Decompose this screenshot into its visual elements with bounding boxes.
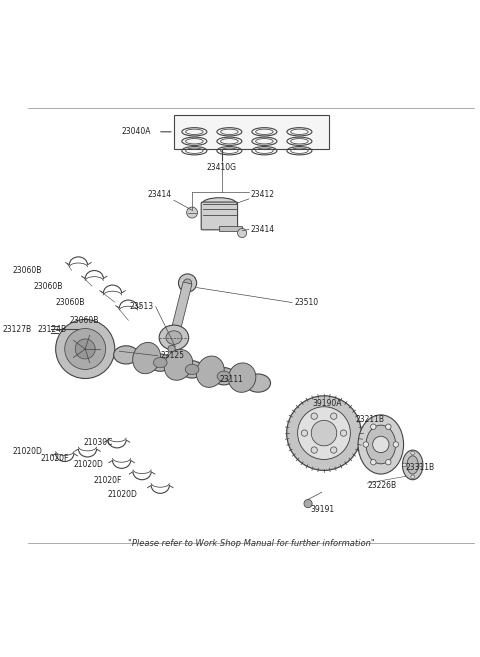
Text: 23124B: 23124B	[38, 325, 67, 334]
Circle shape	[168, 346, 175, 353]
Circle shape	[385, 424, 391, 430]
Circle shape	[56, 319, 115, 378]
Ellipse shape	[149, 354, 172, 371]
Circle shape	[75, 339, 95, 359]
Ellipse shape	[159, 325, 189, 350]
Ellipse shape	[217, 371, 231, 382]
Text: 21020F: 21020F	[93, 476, 121, 486]
Text: 23111: 23111	[219, 375, 243, 384]
Text: 23211B: 23211B	[356, 415, 385, 424]
Text: 23226B: 23226B	[367, 481, 396, 490]
Text: 23125: 23125	[160, 351, 184, 360]
Text: 23510: 23510	[294, 298, 319, 307]
Circle shape	[411, 475, 415, 478]
Text: 21020D: 21020D	[108, 490, 137, 499]
Ellipse shape	[366, 425, 396, 464]
Ellipse shape	[179, 274, 197, 292]
Text: 23410G: 23410G	[207, 164, 237, 172]
Circle shape	[311, 447, 317, 453]
Ellipse shape	[358, 415, 404, 474]
Circle shape	[411, 451, 415, 455]
Circle shape	[298, 407, 350, 459]
Ellipse shape	[183, 279, 192, 287]
Ellipse shape	[402, 450, 423, 480]
Ellipse shape	[407, 456, 419, 474]
Text: 23040A: 23040A	[121, 127, 151, 136]
Circle shape	[419, 463, 423, 466]
Circle shape	[331, 413, 337, 419]
Circle shape	[287, 396, 361, 470]
Text: 23060B: 23060B	[70, 316, 99, 325]
Text: 23414: 23414	[147, 190, 172, 199]
Ellipse shape	[203, 198, 237, 209]
Ellipse shape	[228, 363, 256, 392]
Circle shape	[340, 430, 347, 436]
Circle shape	[363, 442, 369, 447]
Ellipse shape	[164, 350, 192, 380]
Bar	[174, 115, 328, 149]
Ellipse shape	[154, 357, 167, 368]
Text: 23311B: 23311B	[406, 463, 435, 472]
Text: 21020F: 21020F	[41, 453, 69, 463]
FancyBboxPatch shape	[201, 202, 238, 230]
Text: 21020D: 21020D	[12, 447, 42, 456]
Text: 23060B: 23060B	[33, 282, 62, 290]
Circle shape	[371, 424, 376, 430]
Ellipse shape	[246, 374, 271, 392]
Circle shape	[385, 459, 391, 465]
Bar	[219, 226, 242, 231]
Ellipse shape	[196, 356, 224, 388]
Circle shape	[311, 413, 317, 419]
Circle shape	[65, 328, 106, 369]
Ellipse shape	[181, 361, 204, 378]
Text: 21020D: 21020D	[73, 461, 103, 470]
Circle shape	[372, 436, 389, 453]
Circle shape	[187, 207, 198, 218]
Ellipse shape	[213, 368, 235, 385]
Circle shape	[331, 447, 337, 453]
Ellipse shape	[132, 342, 160, 374]
Text: 23127B: 23127B	[3, 325, 32, 334]
Circle shape	[403, 463, 406, 466]
Circle shape	[393, 442, 398, 447]
Text: 21030C: 21030C	[83, 438, 112, 447]
Ellipse shape	[114, 346, 139, 364]
Circle shape	[238, 229, 247, 238]
Polygon shape	[169, 282, 192, 339]
Text: 23414: 23414	[250, 225, 275, 234]
Text: 23513: 23513	[129, 302, 154, 311]
Circle shape	[301, 430, 308, 436]
Text: 39191: 39191	[311, 505, 335, 514]
Circle shape	[311, 420, 336, 446]
Text: 23060B: 23060B	[12, 266, 42, 275]
Circle shape	[371, 459, 376, 465]
Text: "Please refer to Work Shop Manual for further information": "Please refer to Work Shop Manual for fu…	[128, 539, 374, 548]
Text: 39190A: 39190A	[312, 399, 342, 408]
Circle shape	[304, 499, 312, 508]
Text: 23060B: 23060B	[56, 298, 85, 307]
Text: 23412: 23412	[250, 190, 274, 199]
Ellipse shape	[185, 364, 199, 374]
Ellipse shape	[166, 330, 182, 344]
